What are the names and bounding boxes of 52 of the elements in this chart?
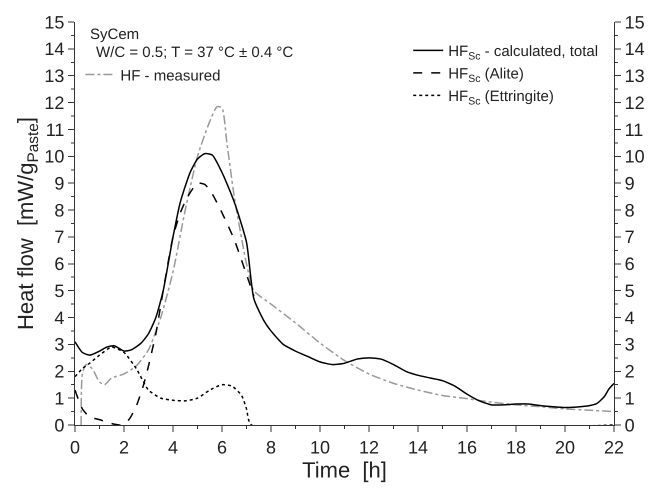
- y-tick-label: 14: [44, 39, 64, 60]
- y2-tick-label: 5: [624, 280, 635, 301]
- legend-label: HF$_{Sc}$ (Ettringite): [448, 88, 554, 108]
- y2-tick-label: 0: [624, 415, 635, 436]
- legend-label: HF$_{Sc}$ (Alite): [448, 66, 524, 85]
- y-tick-label: 15: [44, 12, 64, 32]
- y2-tick-label: 7: [624, 227, 635, 248]
- y2-tick-label: 4: [624, 308, 635, 328]
- y2-tick-label: 15: [624, 12, 645, 32]
- y2-tick-label: 9: [624, 174, 635, 194]
- y-tick-label: 2: [54, 362, 64, 382]
- line-series: [80, 106, 614, 425]
- x-tick-label: 14: [408, 438, 428, 458]
- x-tick-label: 4: [168, 438, 178, 458]
- annotation: W/C = 0.5; T = 37 °C ± 0.4 °C: [96, 44, 294, 61]
- y-tick-label: 5: [54, 280, 64, 301]
- x-tick-label: 6: [216, 438, 228, 458]
- x-tick-label: 18: [506, 438, 526, 458]
- y-tick-label: 3: [54, 334, 64, 355]
- x-tick-label: 16: [456, 438, 478, 458]
- y-tick-label: 11: [46, 120, 64, 140]
- y2-tick-label: 13: [624, 66, 645, 86]
- y2-tick-label: 10: [624, 146, 645, 167]
- legend-label: HF$_{Sc}$ - calculated, total: [448, 43, 598, 62]
- x-tick-label: 0: [70, 438, 80, 458]
- x-tick-label: 20: [554, 438, 576, 458]
- y2-tick-label: 3: [624, 334, 635, 355]
- y-tick-label: 8: [54, 200, 64, 220]
- annotation: SyCem: [90, 26, 140, 43]
- y-tick-label: 4: [54, 308, 64, 328]
- x-tick-label: 2: [118, 438, 130, 458]
- y-tick-label: 7: [54, 227, 64, 248]
- y2-tick-label: 11: [624, 120, 644, 140]
- y-tick-label: 9: [54, 174, 64, 194]
- y-tick-label: 0: [54, 415, 64, 436]
- x-tick-label: 12: [358, 438, 380, 458]
- y2-tick-label: 6: [624, 254, 635, 274]
- y2-tick-label: 12: [624, 92, 645, 113]
- x-axis-title: Time [h]: [302, 458, 387, 483]
- x-tick-label: 10: [310, 438, 330, 458]
- y-tick-label: 1: [54, 388, 64, 408]
- x-tick-label: 22: [604, 438, 624, 458]
- y2-tick-label: 2: [624, 362, 635, 382]
- y-tick-label: 13: [44, 66, 64, 86]
- legend-label: HF - measured: [120, 67, 220, 84]
- x-tick-label: 8: [266, 438, 276, 458]
- y2-tick-label: 1: [624, 388, 635, 408]
- y2-tick-label: 14: [624, 39, 645, 60]
- y-tick-label: 6: [54, 254, 64, 274]
- y-tick-label: 10: [44, 146, 64, 167]
- y-tick-label: 12: [44, 92, 64, 113]
- y2-tick-label: 8: [624, 200, 635, 220]
